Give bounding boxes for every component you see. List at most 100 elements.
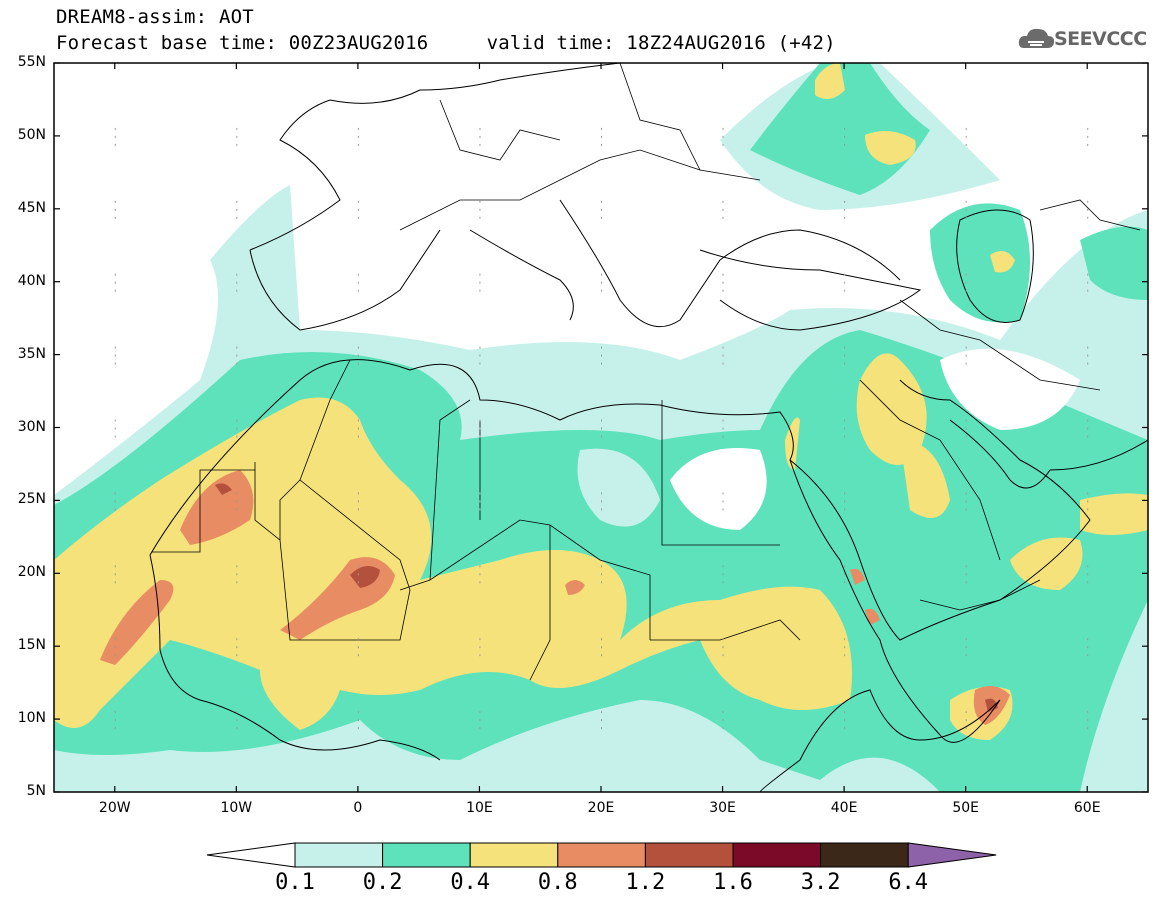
grid-dot xyxy=(236,143,238,146)
coastline-europe xyxy=(249,63,621,251)
aot-low-area xyxy=(670,448,767,530)
grid-dot xyxy=(844,492,846,495)
grid-dot xyxy=(357,216,359,219)
grid-dot xyxy=(236,727,238,730)
grid-dot xyxy=(236,216,238,219)
grid-dot xyxy=(722,208,724,211)
grid-dot xyxy=(601,362,602,365)
grid-dot xyxy=(357,573,359,576)
grid-dot xyxy=(965,135,967,138)
aot-band-1.2 xyxy=(215,483,232,495)
grid-dot xyxy=(601,719,602,722)
grid-dot xyxy=(357,346,359,349)
grid-dot xyxy=(965,346,967,349)
grid-dot xyxy=(965,719,967,722)
grid-dot xyxy=(722,638,724,641)
aot-band-0.2 xyxy=(1080,226,1148,300)
grid-dot xyxy=(1087,654,1089,657)
coastline-turkey xyxy=(699,249,922,331)
grid-dot xyxy=(114,354,116,357)
lon-label: 10E xyxy=(466,800,493,816)
grid-dot xyxy=(965,492,967,495)
grid-dot xyxy=(357,581,359,584)
grid-dot xyxy=(357,208,359,211)
lon-label: 20E xyxy=(587,800,615,816)
grid-dot xyxy=(357,719,359,722)
border xyxy=(661,400,780,546)
aot-band-0.4 xyxy=(815,63,845,99)
grid-dot xyxy=(1087,500,1089,503)
lat-label: 55N xyxy=(17,54,46,70)
grid-dot xyxy=(965,419,967,422)
colorbar-swatch xyxy=(557,842,646,868)
lon-label: 50E xyxy=(952,800,979,816)
grid-dot xyxy=(601,646,602,649)
grid-dot xyxy=(236,581,238,584)
grid-dot xyxy=(236,419,238,422)
grid-dot xyxy=(114,719,116,722)
grid-dot xyxy=(965,711,967,714)
aot-band-1.2 xyxy=(350,566,380,588)
grid-dot xyxy=(722,508,724,511)
grid-dot xyxy=(601,216,602,219)
grid-dot xyxy=(357,419,359,422)
grid-dot xyxy=(722,654,724,657)
grid-dot xyxy=(236,289,238,292)
lat-label: 50N xyxy=(17,126,46,143)
grid-dot xyxy=(965,273,967,276)
lat-label: 10N xyxy=(17,710,46,727)
grid-dot xyxy=(1087,573,1089,576)
grid-dot xyxy=(844,500,846,503)
grid-dot xyxy=(722,289,724,292)
grid-dot xyxy=(844,281,846,284)
cloud-icon xyxy=(1018,28,1055,48)
grid-dot xyxy=(965,281,967,284)
aot-band-0.4 xyxy=(54,397,852,730)
grid-dot xyxy=(357,638,359,641)
grid-dot xyxy=(236,362,238,365)
grid-dot xyxy=(965,654,967,657)
grid-dot xyxy=(357,435,359,438)
grid-dot xyxy=(1087,354,1089,357)
border xyxy=(859,379,1001,561)
colorbar-label: 0.4 xyxy=(450,870,491,895)
grid-dot xyxy=(479,427,481,430)
grid-dot xyxy=(722,427,724,430)
grid-dot xyxy=(965,208,967,211)
grid-dot xyxy=(357,127,359,130)
grid-dot xyxy=(722,492,724,495)
grid-dot xyxy=(601,500,602,503)
aot-contours xyxy=(54,63,1148,792)
grid-dot xyxy=(722,273,724,276)
border xyxy=(439,99,561,161)
grid-dot xyxy=(236,435,238,438)
border xyxy=(619,63,761,181)
grid-dot xyxy=(1087,565,1089,568)
logo-text: SEEVCCC xyxy=(1054,28,1147,50)
grid-dot xyxy=(601,419,602,422)
grid-dot xyxy=(844,354,846,357)
grid-dot xyxy=(844,435,846,438)
grid-dot xyxy=(844,646,846,649)
colorbar-swatch xyxy=(294,842,384,868)
grid-dot xyxy=(722,419,724,422)
grid-dot xyxy=(479,500,481,503)
grid-dot xyxy=(722,143,724,146)
aot-band-0.4 xyxy=(1010,537,1083,590)
grid-dot xyxy=(236,281,238,284)
grid-dot xyxy=(114,200,116,203)
grid-dot xyxy=(965,508,967,511)
coastlines xyxy=(149,63,1148,792)
grid-dot xyxy=(236,135,238,138)
grid-dot xyxy=(236,127,238,130)
grid-dot xyxy=(114,346,116,349)
grid-dot xyxy=(1087,216,1089,219)
grid-dot xyxy=(236,200,238,203)
aot-band-0.4 xyxy=(810,597,835,640)
coastline-balkans xyxy=(559,199,901,328)
grid-dot xyxy=(479,346,481,349)
grid-dot xyxy=(844,208,846,211)
grid-dot xyxy=(1087,200,1089,203)
colorbar-label: 1.2 xyxy=(625,870,666,895)
grid-dot xyxy=(722,135,724,138)
